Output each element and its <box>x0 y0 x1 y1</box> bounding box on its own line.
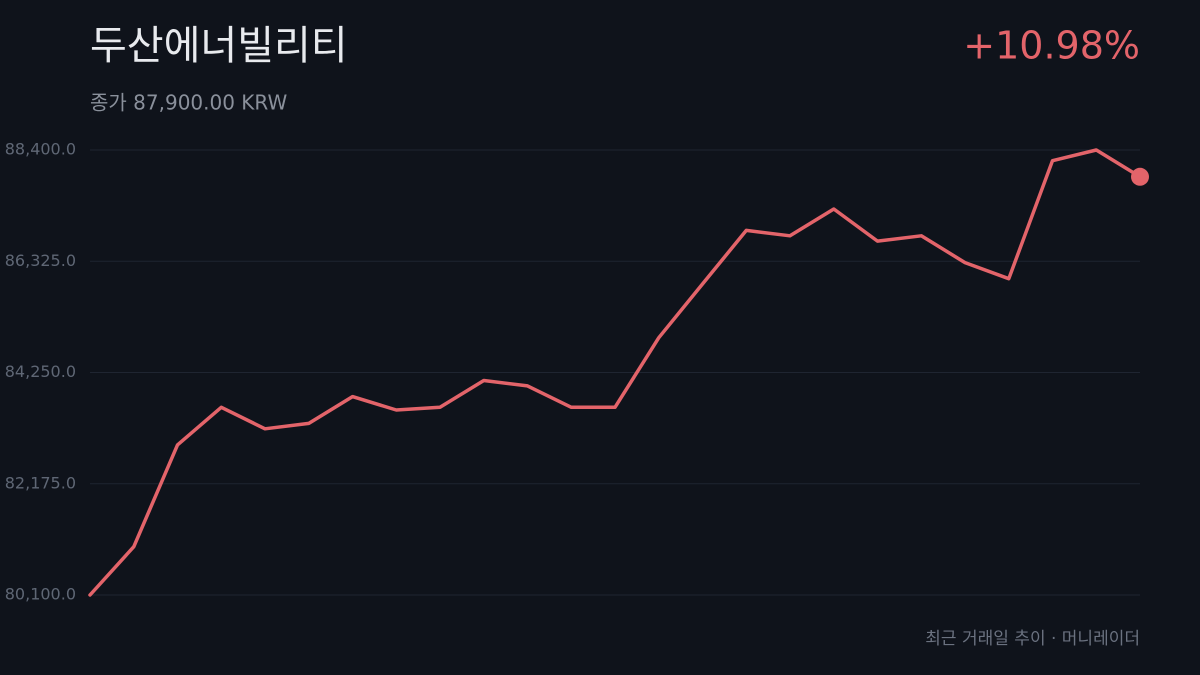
chart-title: 두산에너빌리티 <box>90 23 348 69</box>
footer: 최근 거래일 추이 · 머니레이더 <box>925 629 1140 649</box>
subtitle: 종가 87,900.00 KRW <box>90 91 288 115</box>
last-point <box>1131 167 1149 186</box>
y-tick-label: 88,400.0 <box>5 140 76 159</box>
y-tick-label: 86,325.0 <box>5 251 76 270</box>
price-line <box>88 148 1142 597</box>
y-tick-label: 80,100.0 <box>5 585 76 604</box>
change: +10.98% <box>963 24 1140 68</box>
y-tick-label: 84,250.0 <box>5 362 76 381</box>
y-tick-label: 82,175.0 <box>5 473 76 492</box>
